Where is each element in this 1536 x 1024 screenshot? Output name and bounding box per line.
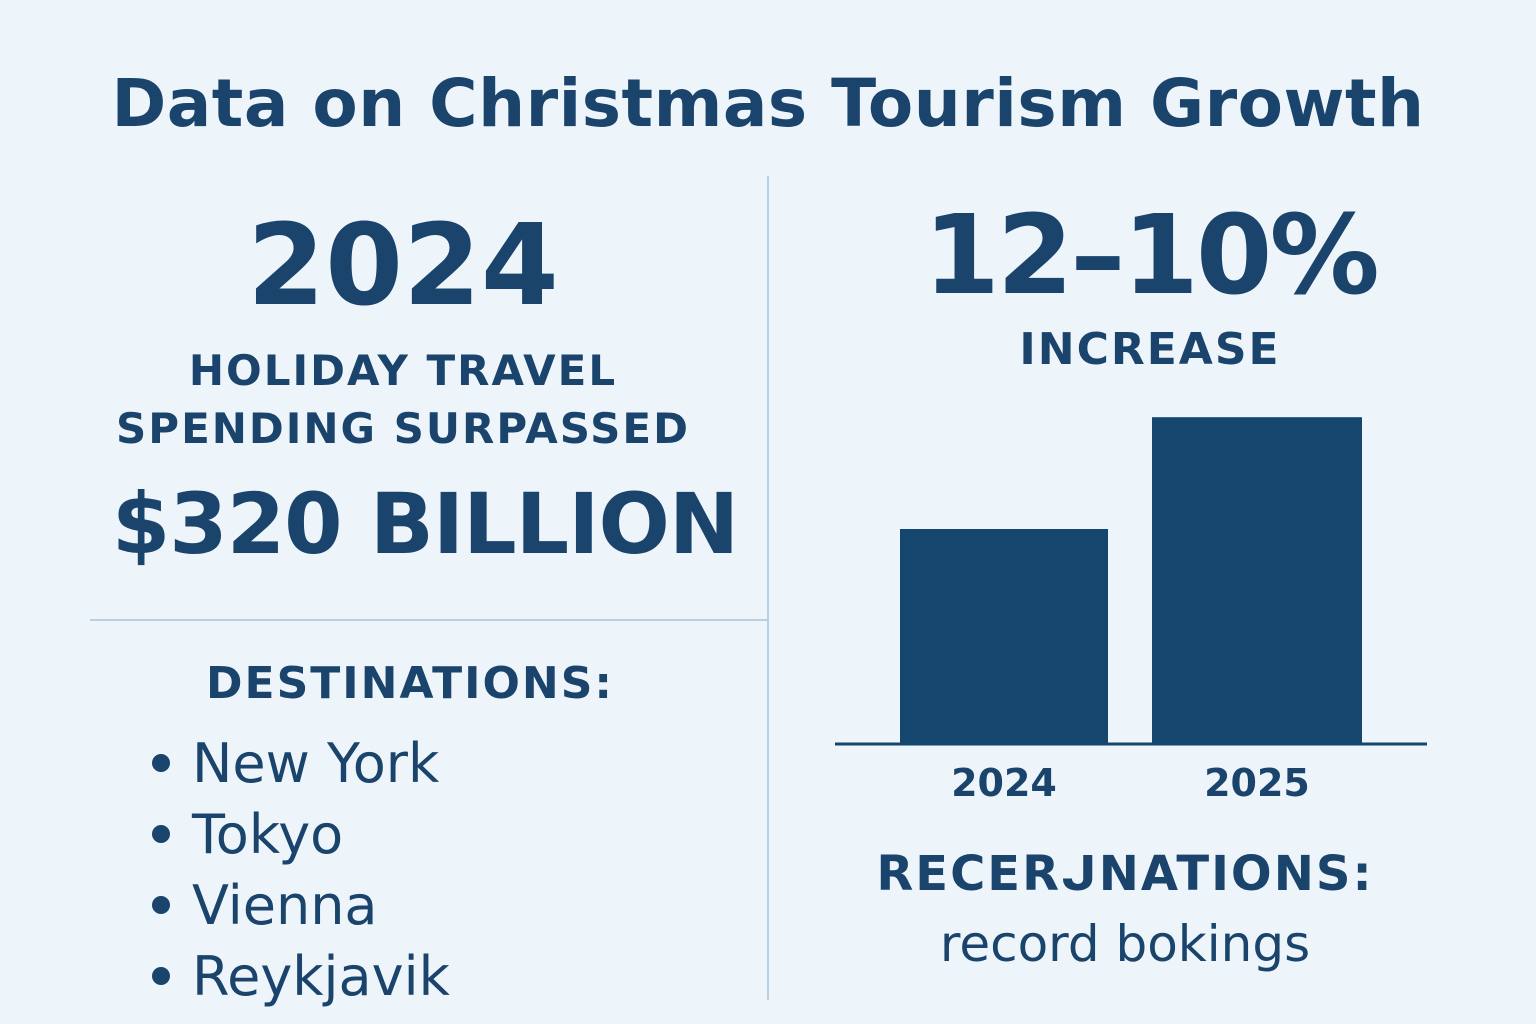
bar-2025 bbox=[1152, 417, 1362, 744]
reservations-text: record bokings bbox=[939, 915, 1311, 973]
bullet-icon bbox=[152, 896, 170, 915]
vertical-divider bbox=[767, 176, 769, 1000]
x-tick-label: 2024 bbox=[951, 761, 1057, 805]
bar-2024 bbox=[900, 529, 1108, 744]
page-title: Data on Christmas Tourism Growth bbox=[111, 65, 1425, 142]
spending-caption-line2: SPENDING SURPASSED bbox=[116, 404, 690, 453]
destinations-heading: DESTINATIONS: bbox=[205, 658, 614, 709]
destination-label: New York bbox=[192, 732, 440, 795]
destination-item: Tokyo bbox=[152, 799, 712, 870]
destination-label: Vienna bbox=[192, 874, 378, 937]
reservations-heading: RECERᒍNATIONS: bbox=[876, 846, 1374, 902]
destination-label: Reykjavik bbox=[192, 945, 450, 1008]
spending-caption-line1: HOLIDAY TRAVEL bbox=[188, 346, 618, 395]
destinations-list: New York Tokyo Vienna Reykjavik bbox=[152, 728, 712, 1012]
bar-chart: 2024 2025 bbox=[835, 417, 1427, 805]
bullet-icon bbox=[152, 825, 170, 844]
increase-label: INCREASE bbox=[1019, 324, 1281, 375]
increase-percent: 12–10% bbox=[923, 191, 1379, 319]
destination-item: Vienna bbox=[152, 870, 712, 941]
horizontal-divider bbox=[90, 619, 768, 621]
spending-year: 2024 bbox=[247, 201, 559, 331]
x-tick-label: 2025 bbox=[1204, 761, 1310, 805]
destination-item: Reykjavik bbox=[152, 941, 712, 1012]
bullet-icon bbox=[152, 967, 170, 986]
destination-label: Tokyo bbox=[192, 803, 344, 866]
spending-amount: $320 BILLION bbox=[111, 475, 739, 573]
destination-item: New York bbox=[152, 728, 712, 799]
bullet-icon bbox=[152, 754, 170, 773]
